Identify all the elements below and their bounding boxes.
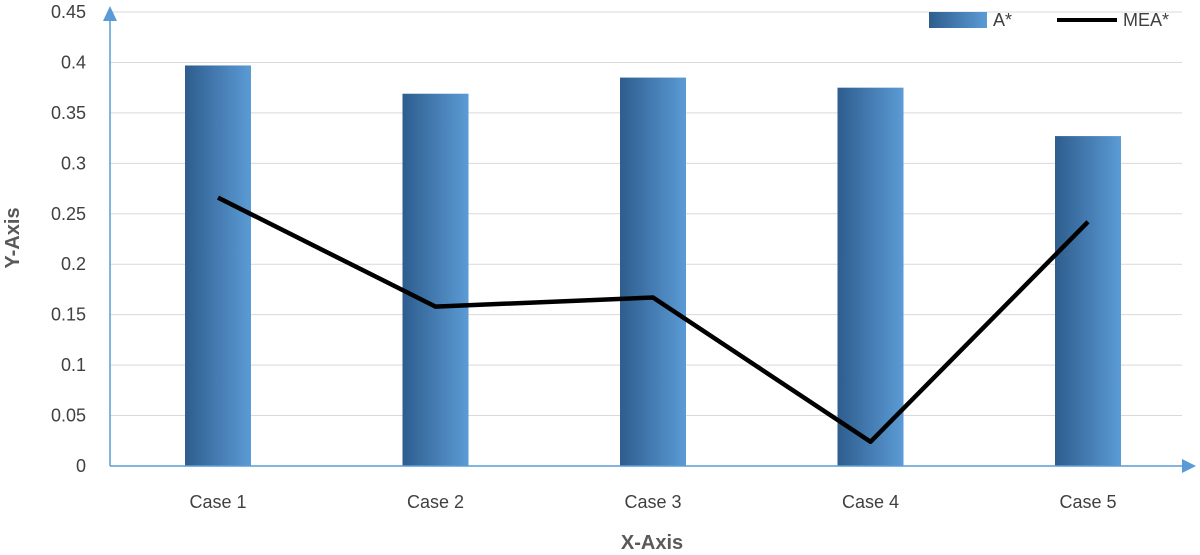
bar: [402, 93, 469, 466]
bar: [185, 65, 251, 467]
y-tick-label: 0.35: [51, 103, 86, 123]
x-tick-label: Case 1: [189, 492, 246, 512]
y-axis-arrow: [103, 6, 117, 21]
x-tick-label: Case 2: [407, 492, 464, 512]
y-tick-label: 0.15: [51, 305, 86, 325]
legend-label-a: A*: [993, 10, 1012, 30]
bar: [837, 87, 904, 467]
line-series-mea: [216, 195, 1090, 445]
y-axis-title: Y-Axis: [2, 207, 24, 268]
y-tick-label: 0.3: [61, 153, 86, 173]
bar: [1055, 136, 1121, 467]
y-tick-label: 0.1: [61, 355, 86, 375]
x-tick-label: Case 4: [842, 492, 899, 512]
x-axis-arrow: [1182, 459, 1196, 473]
x-tick-label: Case 5: [1059, 492, 1116, 512]
legend: A* MEA*: [929, 10, 1169, 30]
y-tick-label: 0.2: [61, 254, 86, 274]
legend-label-mea: MEA*: [1123, 10, 1169, 30]
axes: [103, 6, 1196, 473]
y-tick-label: 0.4: [61, 52, 86, 72]
legend-swatch-a: [929, 12, 987, 28]
y-tick-label: 0: [76, 456, 86, 476]
y-tick-label: 0.05: [51, 406, 86, 426]
bar: [620, 77, 686, 467]
x-tick-label: Case 3: [624, 492, 681, 512]
x-axis-title: X-Axis: [621, 532, 683, 554]
y-tick-label: 0.45: [51, 2, 86, 22]
y-tick-label: 0.25: [51, 204, 86, 224]
bar-series-a: [185, 65, 1121, 467]
tick-labels: 0 0.05 0.1 0.15 0.2 0.25 0.3 0.35 0.4 0.45 Case 1 C…: [51, 2, 1117, 512]
